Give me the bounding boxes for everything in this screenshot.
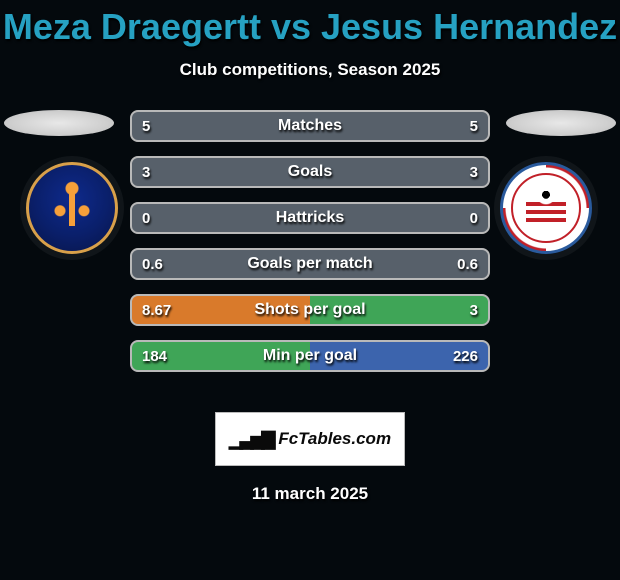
page-title: Meza Draegertt vs Jesus Hernandez	[0, 6, 620, 48]
stat-label: Matches	[132, 117, 488, 135]
shadow-ellipse-right	[506, 110, 616, 136]
chart-icon: ▁▃▅▇	[229, 429, 272, 450]
stat-label: Hattricks	[132, 209, 488, 227]
comparison-body: 5Matches5 3Goals3 0Hattricks0 0.6Goals per …	[0, 110, 620, 390]
club-badge-left	[26, 162, 118, 254]
stat-label: Shots per goal	[132, 301, 488, 319]
watermark-text: FcTables.com	[278, 429, 391, 449]
page-subtitle: Club competitions, Season 2025	[0, 60, 620, 80]
stat-row: 0Hattricks0	[130, 202, 490, 234]
stat-row: 5Matches5	[130, 110, 490, 142]
stat-row: 0.6Goals per match0.6	[130, 248, 490, 280]
club-badge-right	[500, 162, 592, 254]
stat-row: 8.67Shots per goal3	[130, 294, 490, 326]
shadow-ellipse-left	[4, 110, 114, 136]
watermark: ▁▃▅▇ FcTables.com	[215, 412, 405, 466]
stat-label: Goals	[132, 163, 488, 181]
stat-label: Min per goal	[132, 347, 488, 365]
stat-label: Goals per match	[132, 255, 488, 273]
stats-list: 5Matches5 3Goals3 0Hattricks0 0.6Goals per …	[130, 110, 490, 386]
stat-row: 3Goals3	[130, 156, 490, 188]
stat-row: 184Min per goal226	[130, 340, 490, 372]
comparison-infographic: Meza Draegertt vs Jesus Hernandez Club c…	[0, 6, 620, 580]
infographic-date: 11 march 2025	[0, 484, 620, 504]
